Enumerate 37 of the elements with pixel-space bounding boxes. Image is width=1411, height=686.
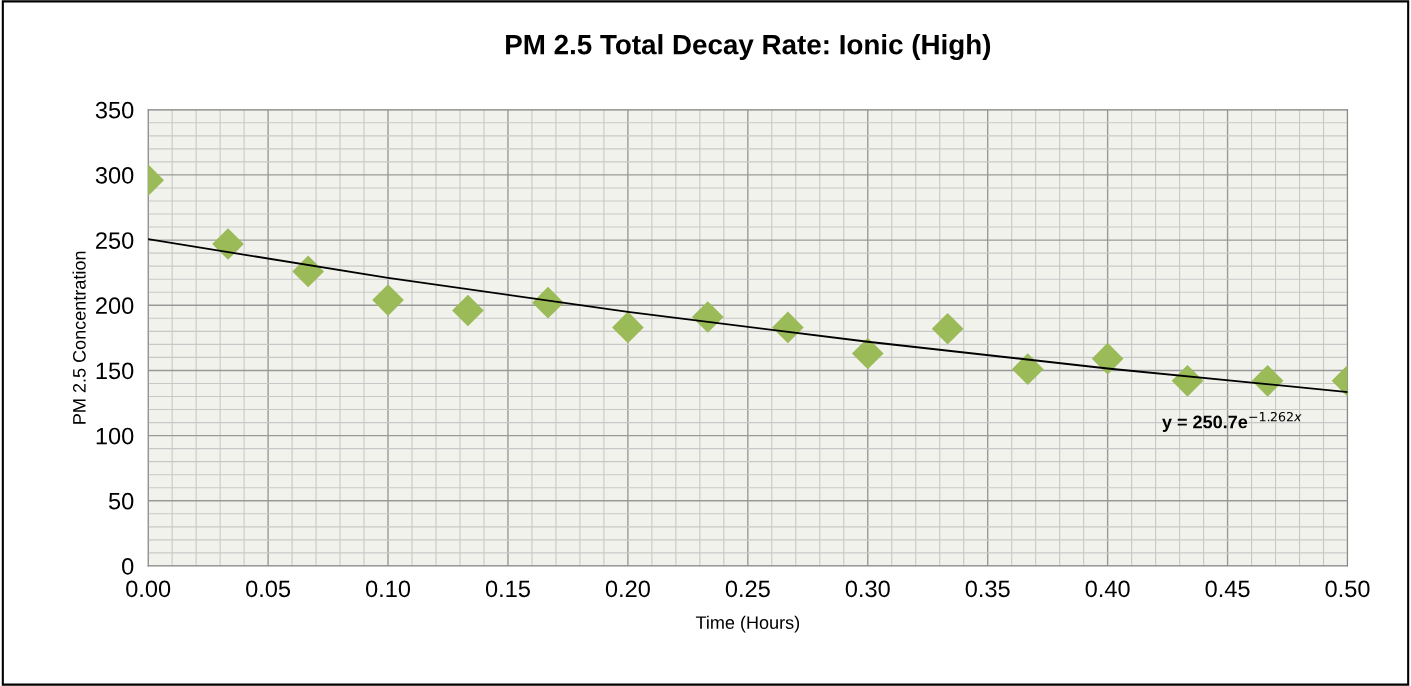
- x-tick-label: 0.10: [365, 580, 411, 598]
- y-tick-label: 300: [95, 167, 134, 184]
- point: [772, 311, 804, 344]
- annotation: y = 250.7e$^{−1.262x}$: [1162, 411, 1302, 432]
- point: [292, 255, 324, 288]
- x-tick-label: 0.05: [246, 580, 291, 598]
- point: [1171, 365, 1204, 397]
- x-tick-label: 0.45: [1205, 580, 1250, 598]
- y-tick-label: 100: [96, 427, 134, 445]
- point: [612, 311, 644, 344]
- x-tick-label: 0.00: [126, 580, 171, 598]
- point: [452, 294, 484, 327]
- point: [931, 312, 964, 345]
- x-tick-label: 0.40: [1085, 580, 1130, 598]
- x-axis-title: Time (Hours): [695, 615, 800, 633]
- x-tick-label: 0.35: [965, 580, 1010, 598]
- y-axis-title: PM 2.5 Concentration: [72, 251, 86, 424]
- point: [1011, 353, 1044, 385]
- x-tick-label: 0.15: [485, 580, 530, 598]
- x-tick-label: 0.50: [1325, 580, 1370, 598]
- y-tick-label: 50: [108, 492, 134, 510]
- point: [212, 228, 244, 260]
- y-tick-label: 350: [95, 101, 134, 119]
- y-tick-label: 0: [122, 558, 134, 575]
- chart-title: PM 2.5 Total Decay Rate: Ionic (High): [506, 34, 991, 61]
- point: [691, 301, 724, 333]
- point: [532, 286, 564, 319]
- point: [1091, 342, 1124, 375]
- point: [851, 337, 884, 370]
- x-tick-label: 0.20: [605, 580, 650, 598]
- point: [1251, 365, 1284, 397]
- point: [372, 284, 404, 316]
- y-tick-label: 150: [96, 362, 134, 380]
- x-tick-label: 0.25: [725, 580, 770, 598]
- y-tick-label: 250: [96, 232, 134, 249]
- x-tick-label: 0.30: [845, 580, 890, 598]
- y-tick-label: 200: [96, 297, 134, 315]
